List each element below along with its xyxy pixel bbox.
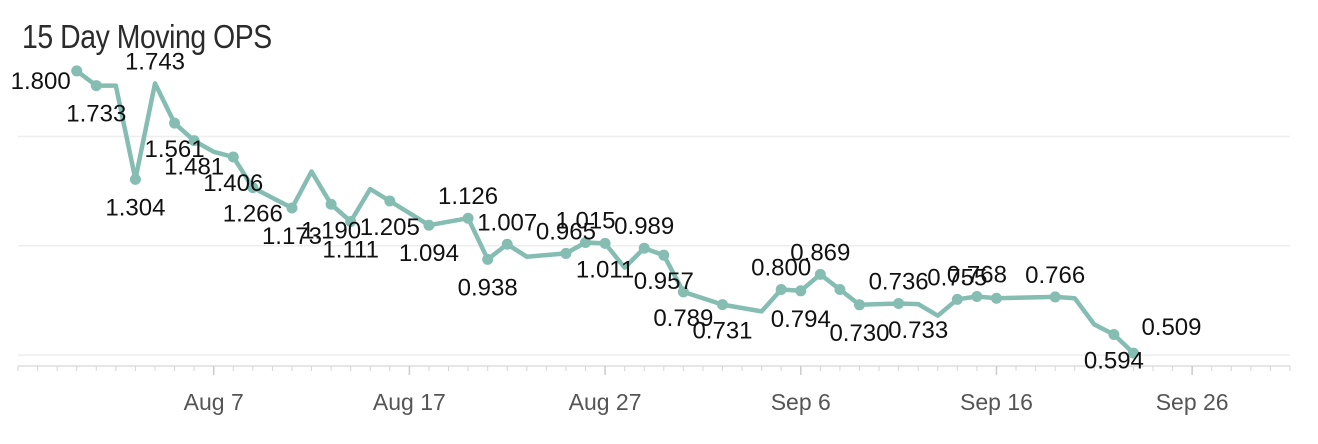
data-point: [580, 237, 592, 249]
series-line-path: [74, 68, 1136, 356]
data-label: 1.205: [360, 214, 420, 241]
data-label: 0.594: [1084, 348, 1144, 375]
data-point: [286, 202, 298, 214]
data-label: 1.406: [203, 170, 263, 197]
data-label: 1.007: [477, 209, 537, 236]
data-label: 0.731: [692, 318, 752, 345]
data-markers: [71, 65, 1139, 359]
data-point: [169, 117, 181, 129]
data-point: [638, 242, 650, 254]
data-point: [247, 182, 259, 194]
x-tick-label: Sep 26: [1156, 389, 1229, 415]
data-label: 0.965: [536, 218, 596, 245]
data-label: 1.743: [125, 48, 185, 75]
x-tick-label: Aug 17: [373, 389, 446, 415]
data-label: 1.173: [262, 223, 322, 250]
data-label: 0.755: [927, 264, 987, 291]
data-point: [188, 135, 200, 147]
data-label: 1.190: [301, 217, 361, 244]
data-point: [853, 299, 865, 311]
data-point: [893, 297, 905, 309]
data-label: 0.736: [869, 268, 929, 295]
data-label: 1.481: [164, 154, 224, 181]
data-label: 1.094: [399, 240, 459, 267]
data-point: [227, 151, 239, 163]
data-label: 0.800: [751, 255, 811, 282]
data-point: [814, 268, 826, 280]
data-label: 1.733: [66, 101, 126, 128]
series-line: [74, 68, 1136, 356]
data-point: [384, 195, 396, 207]
data-label: 1.800: [11, 68, 71, 95]
data-point: [482, 253, 494, 265]
data-point: [951, 293, 963, 305]
data-label: 0.957: [634, 268, 694, 295]
x-tick-label: Aug 27: [569, 389, 642, 415]
data-point: [1049, 291, 1061, 303]
data-label: 0.794: [771, 306, 831, 333]
data-label: 0.509: [1141, 314, 1201, 341]
x-axis: Aug 7 Aug 17 Aug 27 Sep 6 Sep 16 Sep 26: [17, 365, 1291, 415]
data-label: 0.869: [790, 239, 850, 266]
data-label: 1.015: [555, 208, 615, 235]
data-point: [971, 290, 983, 302]
data-point: [501, 238, 513, 250]
data-label: 0.938: [458, 274, 518, 301]
chart-title: 15 Day Moving OPS: [22, 18, 272, 55]
x-tick-label: Sep 16: [960, 389, 1033, 415]
data-point: [90, 80, 102, 92]
data-label: 1.111: [322, 237, 379, 264]
data-label: 0.766: [1025, 262, 1085, 289]
data-point: [462, 212, 474, 224]
data-point: [560, 247, 572, 259]
data-label: 1.011: [576, 256, 634, 283]
data-point: [325, 198, 337, 210]
data-label: 1.304: [105, 194, 165, 221]
x-tick-label: Aug 7: [184, 389, 244, 415]
data-point: [423, 219, 435, 231]
data-label: 0.789: [653, 305, 713, 332]
data-label: 0.730: [829, 320, 889, 347]
data-point: [990, 292, 1002, 304]
data-point: [1127, 347, 1139, 359]
data-point: [129, 173, 141, 185]
data-point: [716, 299, 728, 311]
data-point: [775, 284, 787, 295]
data-label: 1.561: [145, 136, 205, 163]
data-point: [658, 249, 670, 261]
data-label: 1.266: [223, 201, 283, 228]
data-point: [834, 284, 846, 295]
data-point: [795, 285, 807, 297]
data-point: [1108, 329, 1120, 341]
x-tick-label: Sep 6: [771, 389, 831, 415]
data-point: [71, 65, 83, 77]
data-label: 0.768: [947, 261, 1007, 288]
data-point: [599, 237, 611, 249]
data-label: 0.733: [888, 317, 948, 344]
data-point: [345, 216, 357, 228]
gridlines: [18, 135, 1290, 356]
data-label: 1.126: [438, 183, 498, 210]
data-point: [677, 286, 689, 298]
data-label: 0.989: [614, 213, 674, 240]
